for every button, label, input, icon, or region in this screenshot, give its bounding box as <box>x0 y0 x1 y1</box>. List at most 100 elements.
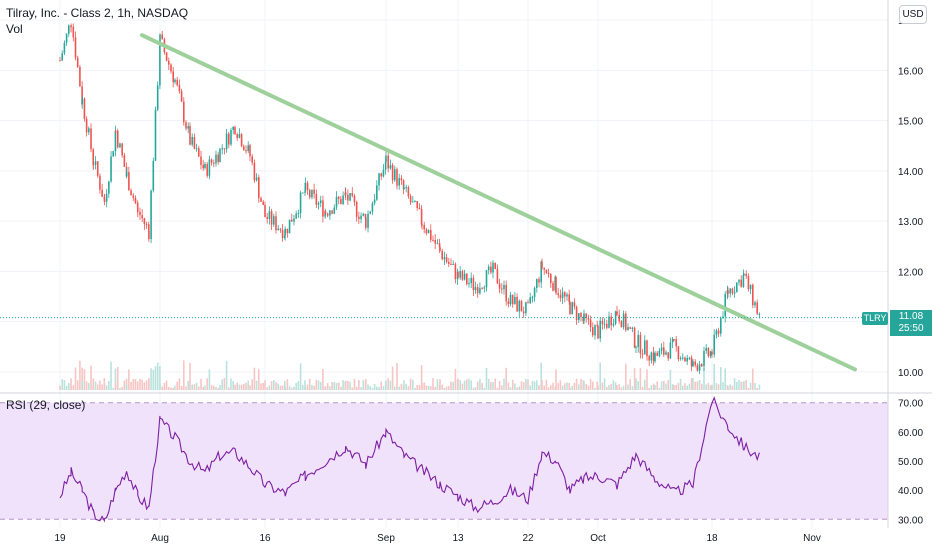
candle-body <box>679 357 682 360</box>
volume-bar <box>587 385 590 390</box>
candle-body <box>234 126 236 135</box>
candle-body <box>306 182 309 191</box>
candle-body <box>596 325 598 327</box>
volume-bar <box>176 381 178 390</box>
candle-body <box>454 263 457 280</box>
currency-button[interactable]: USD <box>899 5 927 24</box>
volume-bar <box>671 384 674 390</box>
volume-bar <box>295 383 297 390</box>
volume-bar <box>315 379 318 390</box>
volume-bar <box>711 384 713 390</box>
rsi-line <box>59 396 760 523</box>
candle-body <box>260 198 262 202</box>
candle-body <box>159 34 161 46</box>
volume-bar <box>353 378 356 390</box>
candle-body <box>103 199 106 202</box>
candle-body <box>561 292 564 299</box>
volume-bar <box>163 382 166 390</box>
candle-body <box>434 239 436 244</box>
candle-body <box>538 279 540 283</box>
volume-bar <box>677 382 680 390</box>
volume-bar <box>219 384 221 390</box>
candle-body <box>217 154 219 162</box>
candle-body <box>240 133 243 147</box>
volume-bar <box>114 368 117 390</box>
rsi-band <box>0 402 888 520</box>
candle-body <box>65 33 68 43</box>
candle-body <box>313 189 315 194</box>
volume-bar <box>472 387 475 390</box>
candle-body <box>297 213 300 215</box>
volume-bar <box>72 385 75 390</box>
candle-body <box>585 313 587 319</box>
candle-body <box>622 313 625 328</box>
candle-body <box>545 269 548 273</box>
volume-bar <box>541 379 543 390</box>
volume-bar <box>405 383 407 390</box>
candle-body <box>747 276 750 290</box>
volume-bar <box>529 385 531 390</box>
rsi-label[interactable]: RSI (29, close) <box>6 398 86 412</box>
candle-body <box>249 145 251 157</box>
volume-bar <box>540 362 542 390</box>
volume-bar <box>569 387 571 390</box>
candle-body <box>459 271 461 278</box>
volume-bar <box>247 380 249 390</box>
volume-bar <box>589 378 592 390</box>
candle-body <box>481 288 483 290</box>
candle-body <box>156 85 159 110</box>
volume-bar <box>701 383 703 390</box>
candle-body <box>430 230 432 240</box>
volume-bar <box>496 387 499 390</box>
candle-body <box>705 347 707 351</box>
candle-body <box>270 211 273 225</box>
chart-title: Tilray, Inc. - Class 2, 1h, NASDAQ <box>6 6 189 20</box>
volume-bar <box>631 386 634 390</box>
time-axis[interactable]: 19 Aug 16 Sep 13 22 Oct 18 Nov <box>54 533 820 544</box>
volume-bar <box>675 384 677 390</box>
volume-bar <box>88 383 90 390</box>
candle-body <box>648 356 650 361</box>
candle-body <box>445 257 448 262</box>
candle-body <box>198 148 200 157</box>
candle-body <box>81 98 84 105</box>
rsi-axis[interactable]: 30.00 40.00 50.00 60.00 70.00 <box>898 399 923 527</box>
volume-bar <box>432 378 434 390</box>
volume-bar <box>652 383 655 390</box>
candle-body <box>364 213 367 218</box>
candle-body <box>130 190 132 196</box>
candle-body <box>568 294 570 302</box>
volume-bar <box>511 379 514 390</box>
candle-body <box>275 216 277 231</box>
candle-body <box>580 313 582 318</box>
candle-body <box>421 224 423 226</box>
candle-body <box>694 361 696 366</box>
candle-body <box>669 342 672 359</box>
candle-body <box>288 219 291 234</box>
volume-bar <box>103 383 106 390</box>
volume-bar <box>74 367 77 390</box>
candle-body <box>637 334 639 348</box>
volume-bar <box>625 363 627 390</box>
volume-bar <box>159 366 161 390</box>
volume-bar <box>362 379 365 390</box>
volume-bar <box>347 380 349 390</box>
candle-body <box>711 351 713 355</box>
volume-bar <box>221 379 223 390</box>
candle-body <box>281 229 284 238</box>
volume-bar <box>112 387 115 390</box>
volume-bar <box>360 387 362 390</box>
volume-bar <box>635 378 637 390</box>
volume-bar <box>145 380 148 390</box>
volume-bar <box>457 378 459 390</box>
trendline[interactable] <box>140 33 857 372</box>
volume-bar <box>394 386 396 390</box>
candle-body <box>208 159 211 176</box>
volume-bar <box>474 387 477 390</box>
volume-bar <box>646 369 648 390</box>
volume-bar <box>198 386 200 390</box>
candle-body <box>587 318 590 320</box>
candle-body <box>414 201 416 203</box>
time-tick-label: 18 <box>706 533 718 544</box>
